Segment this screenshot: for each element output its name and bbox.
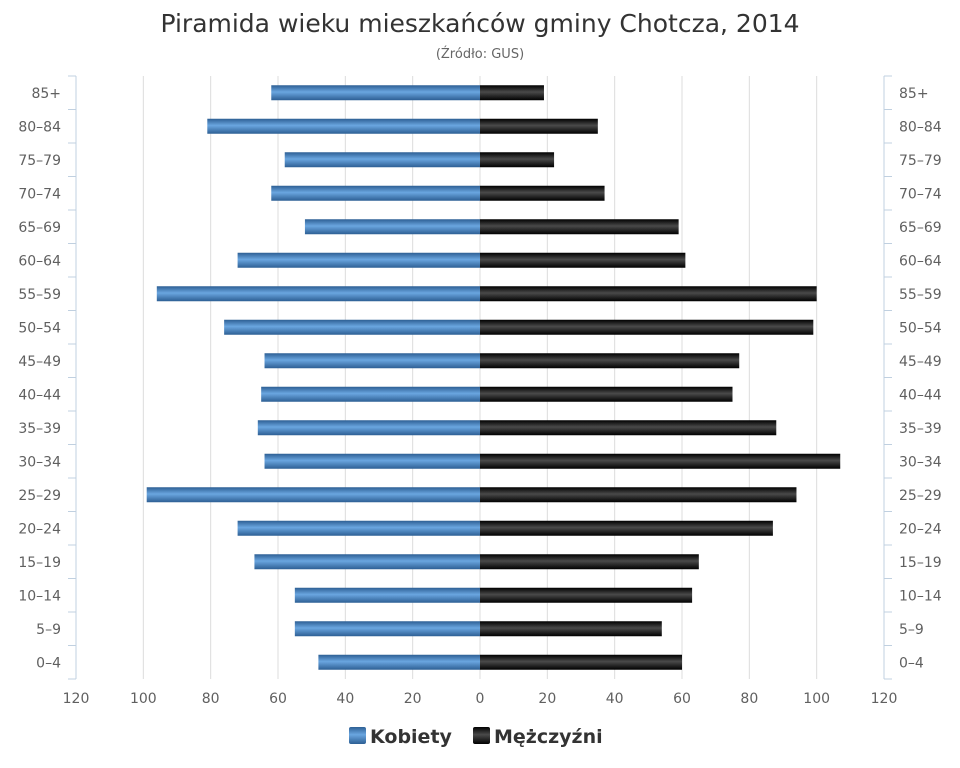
bar-men [480,654,682,670]
bar-men [480,85,544,101]
x-tick-label: 0 [476,691,485,707]
x-tick-label: 100 [803,691,830,707]
bar-women [264,453,480,469]
bar-men [480,219,679,235]
category-label-left: 0–4 [36,655,61,671]
category-label-left: 75–79 [18,153,61,169]
category-label-left: 40–44 [18,387,61,403]
x-tick-label: 120 [63,691,90,707]
x-tick-label: 60 [673,691,691,707]
category-label-left: 55–59 [18,287,61,303]
bar-men [480,520,773,536]
legend-swatch-men [473,727,490,744]
category-label-left: 85+ [31,86,61,102]
x-tick-label: 80 [740,691,758,707]
bar-men [480,118,598,134]
bars [146,85,841,670]
bar-women [261,386,480,402]
category-label-left: 10–14 [18,588,61,604]
category-label-right: 5–9 [899,622,924,638]
category-label-left: 60–64 [18,253,61,269]
category-label-left: 80–84 [18,119,61,135]
category-label-left: 5–9 [36,622,61,638]
bar-women [271,85,480,101]
bar-women [271,185,480,201]
bar-men [480,554,699,570]
x-tick-label: 100 [130,691,157,707]
category-label-left: 65–69 [18,220,61,236]
bar-women [207,118,481,134]
category-label-right: 40–44 [899,387,942,403]
category-label-right: 0–4 [899,655,924,671]
category-label-right: 75–79 [899,153,942,169]
category-label-right: 50–54 [899,320,942,336]
bar-men [480,185,605,201]
x-tick-label: 120 [871,691,898,707]
category-labels: 85+ 85+ 80–84 80–84 75–79 75–79 70–74 70–74 65–6… [18,86,941,672]
bar-women [224,319,480,335]
category-label-left: 45–49 [18,354,61,370]
x-tick-label: 40 [606,691,624,707]
bar-men [480,453,841,469]
category-label-right: 35–39 [899,421,942,437]
bar-men [480,587,693,603]
bar-men [480,319,814,335]
bar-men [480,286,817,302]
x-tick-label: 20 [538,691,556,707]
legend-swatch-women [349,727,366,744]
legend-label-men: Mężczyźni [494,726,603,748]
bar-men [480,386,733,402]
legend-label-women: Kobiety [370,726,453,748]
bar-men [480,353,740,369]
bar-women [318,654,480,670]
category-label-left: 15–19 [18,555,61,571]
bar-women [284,152,480,168]
category-label-left: 30–34 [18,454,61,470]
x-tick-label: 20 [404,691,422,707]
category-label-right: 80–84 [899,119,942,135]
x-tick-labels: 120 100 80 60 40 20 0 20 40 60 80 100 120 [63,691,898,707]
bar-women [254,554,480,570]
category-label-right: 45–49 [899,354,942,370]
x-tick-label: 80 [202,691,220,707]
category-label-right: 25–29 [899,488,942,504]
legend[interactable]: Kobiety Mężczyźni [349,726,603,748]
bar-men [480,487,797,503]
chart-title: Piramida wieku mieszkańców gminy Chotcza… [160,9,799,38]
legend-item-women[interactable]: Kobiety [349,726,453,748]
category-label-right: 30–34 [899,454,942,470]
bar-women [264,353,480,369]
bar-women [156,286,481,302]
x-tick-label: 40 [336,691,354,707]
category-label-left: 20–24 [18,521,61,537]
category-label-right: 60–64 [899,253,942,269]
category-label-right: 85+ [899,86,929,102]
category-label-right: 55–59 [899,287,942,303]
category-label-left: 25–29 [18,488,61,504]
axes [68,75,892,680]
category-label-right: 15–19 [899,555,942,571]
category-label-left: 50–54 [18,320,61,336]
bar-women [294,621,480,637]
bar-men [480,420,777,436]
legend-item-men[interactable]: Mężczyźni [473,726,603,748]
bar-women [146,487,480,503]
category-label-right: 20–24 [899,521,942,537]
category-label-right: 70–74 [899,186,942,202]
bar-men [480,152,555,168]
category-label-left: 70–74 [18,186,61,202]
bar-women [257,420,480,436]
bar-women [304,219,480,235]
bar-men [480,621,662,637]
category-label-right: 10–14 [899,588,942,604]
bar-women [294,587,480,603]
chart-subtitle: (Źródło: GUS) [436,46,524,62]
bar-women [237,520,480,536]
x-tick-label: 60 [269,691,287,707]
bar-women [237,252,480,268]
category-label-right: 65–69 [899,220,942,236]
bar-men [480,252,686,268]
category-label-left: 35–39 [18,421,61,437]
